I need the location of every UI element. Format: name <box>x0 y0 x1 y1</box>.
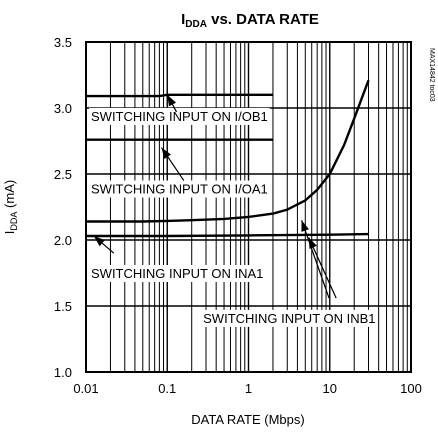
annotation-arrow-line <box>308 237 337 299</box>
annotation-label-background <box>201 309 378 327</box>
annotation-arrow-head <box>161 147 171 159</box>
y-tick-label: 3.0 <box>54 101 72 116</box>
annotations: SWITCHING INPUT ON I/OB1 SWITCHING INPUT … <box>89 94 378 327</box>
y-tick-labels: 1.0 1.5 2.0 2.5 3.0 3.5 <box>54 35 72 380</box>
y-tick-label: 3.5 <box>54 35 72 50</box>
annotation-arrow-line <box>301 220 330 299</box>
y-axis-label-subscript: DDA <box>9 212 19 231</box>
annotation-arrow-head <box>167 94 176 107</box>
series-line-inb1 <box>86 79 370 223</box>
annotation-label-background <box>89 107 270 125</box>
plot-frame <box>85 41 412 373</box>
x-tick-label: 10 <box>323 381 337 396</box>
y-tick-label: 2.5 <box>54 167 72 182</box>
x-tick-label: 1 <box>245 381 252 396</box>
annotation-label-background <box>89 265 266 282</box>
y-tick-label: 1.0 <box>54 365 72 380</box>
chart-title: IDDA vs. DATA RATE <box>181 11 319 30</box>
annotation-label-background <box>89 180 270 198</box>
x-tick-label: 100 <box>400 381 422 396</box>
chart-title-subscript: DDA <box>185 19 207 30</box>
annotation-arrow-head <box>93 236 105 247</box>
annotation-label: SWITCHING INPUT ON I/OB1 <box>91 109 268 124</box>
annotation-label: SWITCHING INPUT ON INA1 <box>91 266 263 281</box>
x-tick-labels: 0.01 0.1 1 10 100 <box>73 381 422 396</box>
annotation-arrow-head <box>301 220 310 232</box>
series-line-ina1 <box>86 232 369 238</box>
figure-code: MAX14842 toc03 <box>428 48 435 102</box>
x-tick-label: 0.01 <box>73 381 98 396</box>
annotation-arrow-head <box>308 237 317 250</box>
series-line-iob1 <box>86 93 273 98</box>
series-lines <box>86 79 370 238</box>
annotation-label: SWITCHING INPUT ON I/OA1 <box>91 182 268 197</box>
x-axis-label: DATA RATE (Mbps) <box>191 412 304 427</box>
annotation-label: SWITCHING INPUT ON INB1 <box>203 311 375 326</box>
y-axis-label: IDDA (mA) <box>2 180 19 234</box>
x-tick-label: 0.1 <box>158 381 176 396</box>
y-tick-label: 1.5 <box>54 299 72 314</box>
y-tick-label: 2.0 <box>54 233 72 248</box>
